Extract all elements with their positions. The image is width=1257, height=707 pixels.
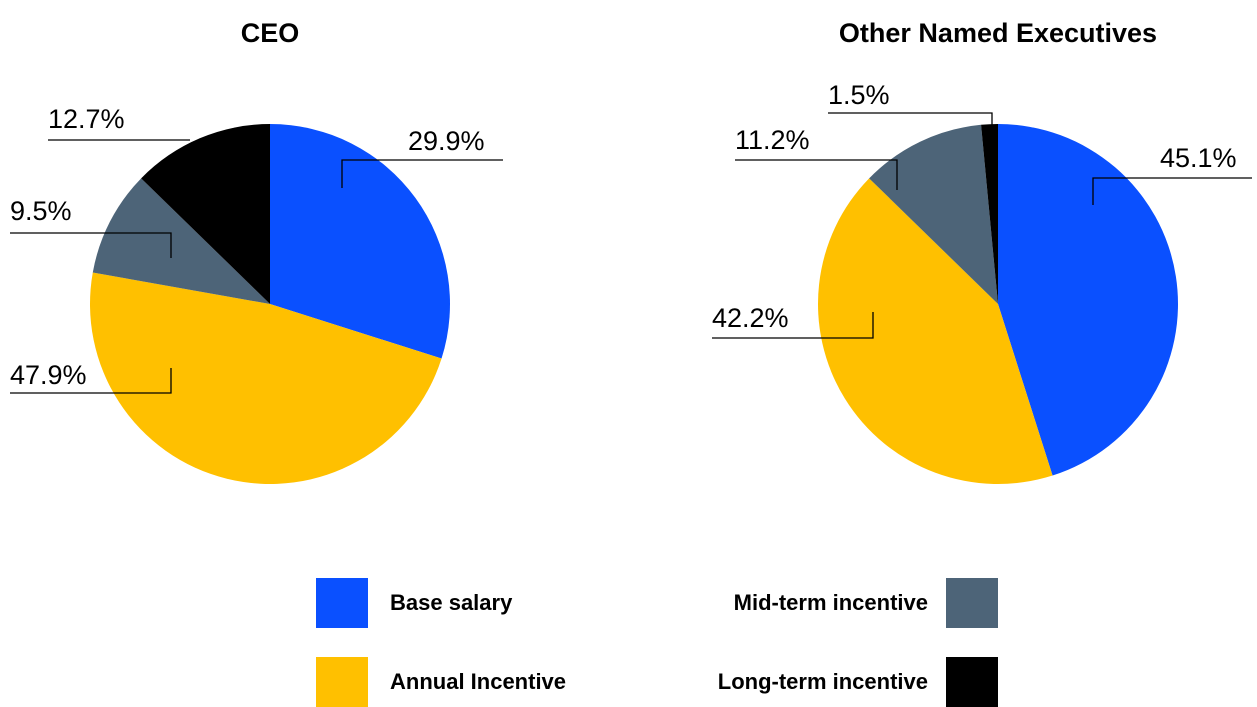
legend-label: Base salary xyxy=(390,590,513,615)
leader-line xyxy=(10,368,172,394)
legend-swatch xyxy=(316,578,368,628)
chart-title: Other Named Executives xyxy=(839,18,1157,48)
leader-line xyxy=(828,112,993,125)
leader-line xyxy=(712,312,874,339)
legend-swatch xyxy=(316,657,368,707)
value-label: 29.9% xyxy=(408,126,485,156)
legend-label: Long-term incentive xyxy=(718,669,928,694)
value-label: 42.2% xyxy=(712,303,789,333)
pie-slice xyxy=(90,272,442,484)
leader-line xyxy=(10,232,172,258)
pie-slice xyxy=(141,124,270,304)
legend-swatch xyxy=(946,657,998,707)
value-label: 45.1% xyxy=(1160,143,1237,173)
leader-line xyxy=(735,159,898,190)
value-label: 9.5% xyxy=(10,196,72,226)
legend-label: Mid-term incentive xyxy=(734,590,928,615)
pie-slice xyxy=(981,124,998,304)
value-label: 12.7% xyxy=(48,104,125,134)
pie-slice xyxy=(270,124,451,359)
value-label: 11.2% xyxy=(735,125,810,155)
pie-slice xyxy=(998,124,1179,476)
pie-slice xyxy=(817,178,1053,485)
legend-label: Annual Incentive xyxy=(390,669,566,694)
value-label: 47.9% xyxy=(10,360,87,390)
pie-slice xyxy=(869,124,998,304)
value-label: 1.5% xyxy=(828,80,890,110)
leader-line xyxy=(1092,177,1252,205)
legend-swatch xyxy=(946,578,998,628)
pie-slice xyxy=(92,178,271,304)
leader-line xyxy=(341,159,503,188)
chart-title: CEO xyxy=(241,18,300,48)
